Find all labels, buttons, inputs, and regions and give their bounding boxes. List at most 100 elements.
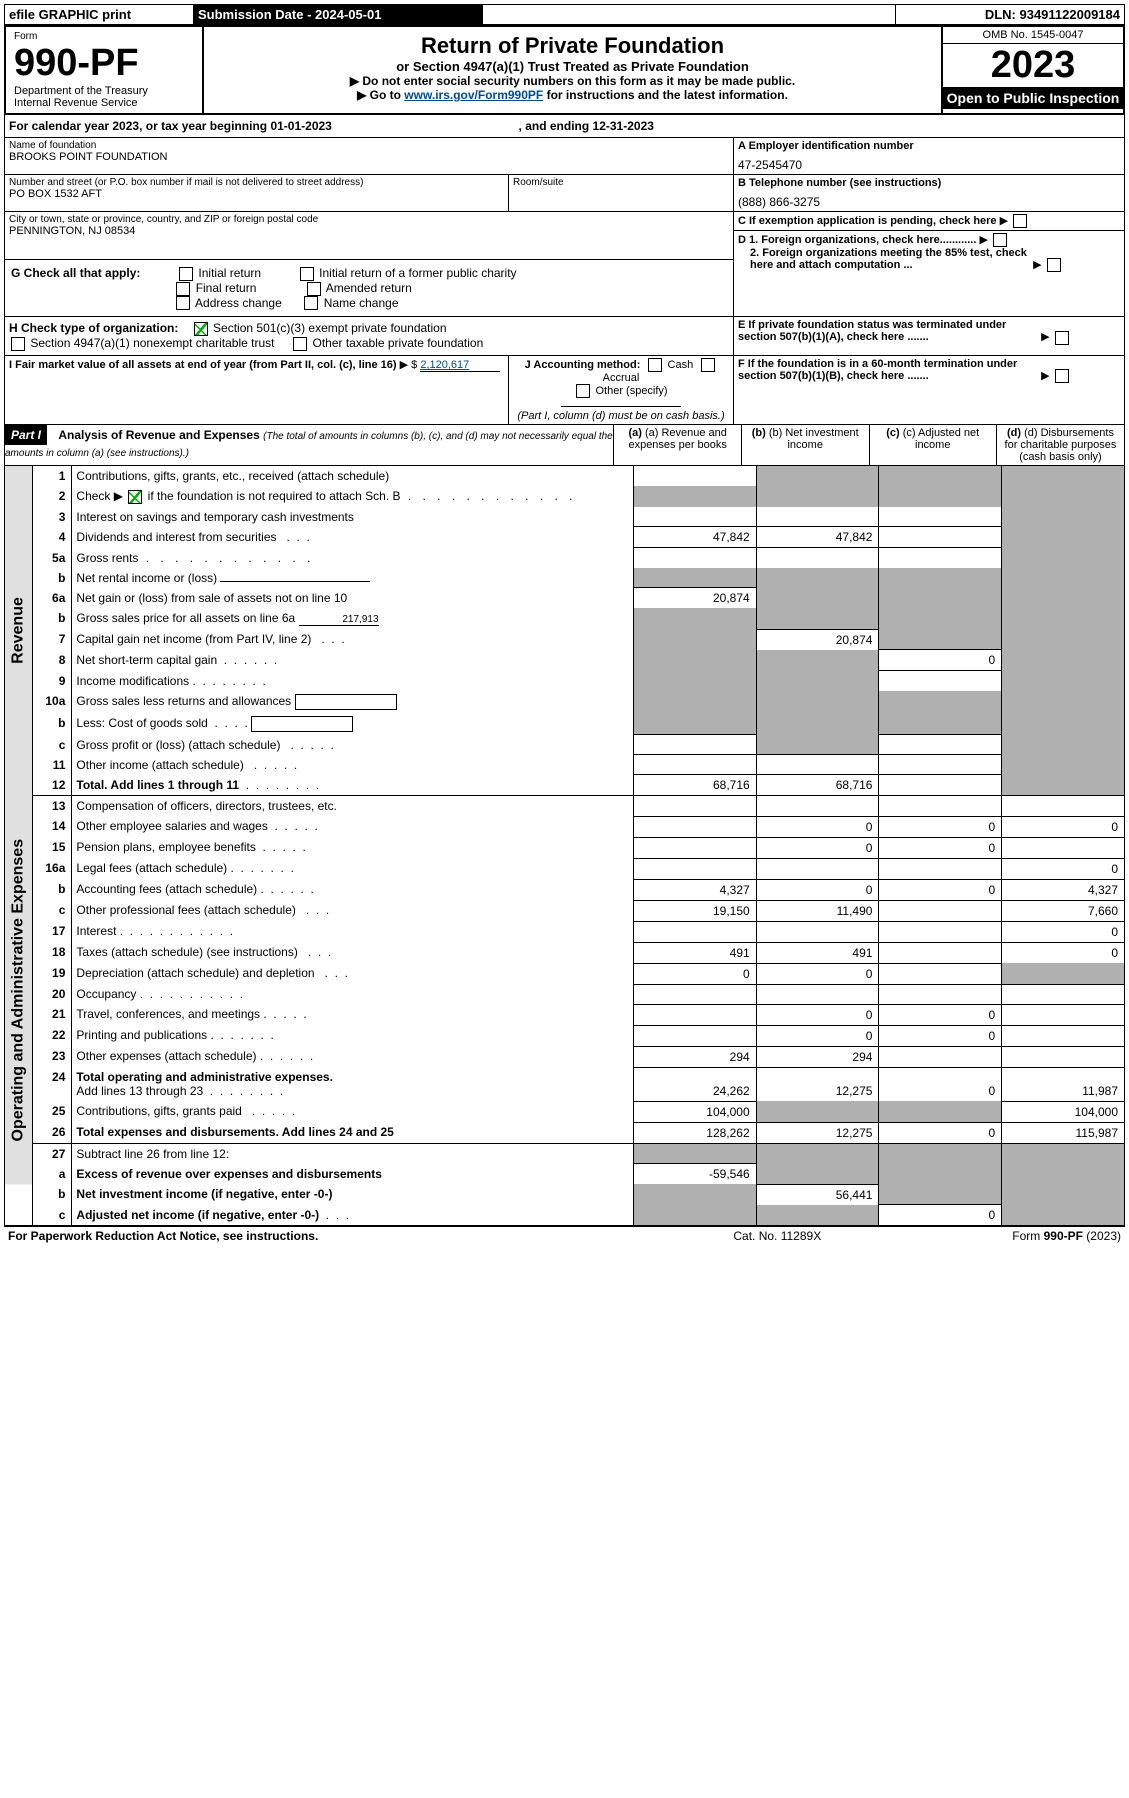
c-checkbox[interactable] — [1013, 214, 1027, 228]
h-501c3-checkbox[interactable] — [194, 322, 208, 336]
g-name-checkbox[interactable] — [304, 296, 318, 310]
line-2: Check if the foundation is not required … — [72, 486, 634, 507]
line-19: Depreciation (attach schedule) and deple… — [72, 963, 634, 984]
line-27b: Net investment income (if negative, ente… — [72, 1184, 634, 1205]
line-14: Other employee salaries and wages . . . … — [72, 816, 634, 837]
d2-checkbox[interactable] — [1047, 258, 1061, 272]
d2-label: 2. Foreign organizations meeting the 85%… — [750, 247, 1030, 271]
g-address-checkbox[interactable] — [176, 296, 190, 310]
j-label: J Accounting method: — [525, 359, 641, 371]
d1-checkbox[interactable] — [993, 233, 1007, 247]
submission-date: Submission Date - 2024-05-01 — [194, 5, 483, 25]
line-10a: Gross sales less returns and allowances — [72, 691, 634, 713]
line-1: Contributions, gifts, grants, etc., rece… — [72, 466, 634, 486]
dln: DLN: 93491122009184 — [896, 5, 1125, 25]
line-16a: Legal fees (attach schedule) . . . . . .… — [72, 858, 634, 879]
form990pf-link[interactable]: www.irs.gov/Form990PF — [404, 88, 543, 102]
line-6a: Net gain or (loss) from sale of assets n… — [72, 588, 634, 609]
line-6b: Gross sales price for all assets on line… — [72, 608, 634, 629]
line-3: Interest on savings and temporary cash i… — [72, 507, 634, 527]
part1-header: Part I Analysis of Revenue and Expenses … — [4, 425, 1125, 466]
e-label: E If private foundation status was termi… — [738, 319, 1038, 343]
j-cash-checkbox[interactable] — [648, 358, 662, 372]
col-b-header: (b) (b) Net investment income — [741, 425, 869, 466]
line-13: Compensation of officers, directors, tru… — [72, 796, 634, 817]
h-other-checkbox[interactable] — [293, 337, 307, 351]
line-5a: Gross rents — [72, 548, 634, 568]
line-8: Net short-term capital gain . . . . . . — [72, 650, 634, 671]
line-20: Occupancy . . . . . . . . . . . — [72, 984, 634, 1004]
line-27: Subtract line 26 from line 12: — [72, 1143, 634, 1164]
top-bar: efile GRAPHIC print Submission Date - 20… — [4, 4, 1125, 25]
h-4947-checkbox[interactable] — [11, 337, 25, 351]
val-6a: 20,874 — [633, 588, 756, 609]
instr-link-row: Go to www.irs.gov/Form990PF for instruct… — [210, 88, 935, 102]
footer-left: For Paperwork Reduction Act Notice, see … — [4, 1227, 676, 1246]
city-label: City or town, state or province, country… — [9, 214, 729, 225]
calendar-year-row: For calendar year 2023, or tax year begi… — [4, 115, 1125, 138]
phone-value: (888) 866-3275 — [738, 189, 1120, 209]
omb-number: OMB No. 1545-0047 — [943, 27, 1123, 44]
address-value: PO BOX 1532 AFT — [9, 188, 504, 200]
g-label: G Check all that apply: — [11, 266, 140, 280]
line-21: Travel, conferences, and meetings . . . … — [72, 1004, 634, 1025]
line-26: Total expenses and disbursements. Add li… — [72, 1122, 634, 1143]
line-16c: Other professional fees (attach schedule… — [72, 900, 634, 921]
ein-label: A Employer identification number — [738, 140, 1120, 152]
line-5b: Net rental income or (loss) — [72, 568, 634, 588]
line-27a: Excess of revenue over expenses and disb… — [72, 1164, 634, 1185]
line-22: Printing and publications . . . . . . . — [72, 1025, 634, 1046]
line-15: Pension plans, employee benefits . . . .… — [72, 837, 634, 858]
h-label: H Check type of organization: — [9, 321, 178, 335]
col-c-header: (c) (c) Adjusted net income — [869, 425, 996, 466]
g-final-checkbox[interactable] — [176, 282, 190, 296]
foundation-name: BROOKS POINT FOUNDATION — [9, 151, 729, 163]
part1-title: Analysis of Revenue and Expenses — [58, 428, 259, 442]
val-12b: 68,716 — [756, 775, 879, 796]
j-accrual-checkbox[interactable] — [701, 358, 715, 372]
form-subtitle: or Section 4947(a)(1) Trust Treated as P… — [210, 59, 935, 74]
address-label: Number and street (or P.O. box number if… — [9, 177, 504, 188]
f-checkbox[interactable] — [1055, 369, 1069, 383]
j-other-checkbox[interactable] — [576, 384, 590, 398]
val-12a: 68,716 — [633, 775, 756, 796]
line-7: Capital gain net income (from Part IV, l… — [72, 629, 634, 650]
page-footer: For Paperwork Reduction Act Notice, see … — [4, 1226, 1125, 1245]
line-4: Dividends and interest from securities .… — [72, 527, 634, 548]
instr-ssn: Do not enter social security numbers on … — [210, 74, 935, 88]
i-label: I Fair market value of all assets at end… — [9, 359, 397, 371]
phone-label: B Telephone number (see instructions) — [738, 177, 1120, 189]
schb-checkbox[interactable] — [128, 490, 142, 504]
tax-year: 2023 — [943, 44, 1123, 87]
revenue-label: Revenue — [5, 466, 33, 796]
ein-value: 47-2545470 — [738, 152, 1120, 172]
line-27c: Adjusted net income (if negative, enter … — [72, 1205, 634, 1226]
c-label: C If exemption application is pending, c… — [738, 215, 997, 227]
line-10c: Gross profit or (loss) (attach schedule)… — [72, 735, 634, 755]
line-23: Other expenses (attach schedule) . . . .… — [72, 1046, 634, 1067]
val-4a: 47,842 — [633, 527, 756, 548]
val-8c: 0 — [879, 650, 1002, 671]
form-title: Return of Private Foundation — [210, 33, 935, 59]
g-amended-checkbox[interactable] — [307, 282, 321, 296]
line-24: Total operating and administrative expen… — [72, 1067, 634, 1101]
line-12: Total. Add lines 1 through 11 . . . . . … — [72, 775, 634, 796]
g-initial-checkbox[interactable] — [179, 267, 193, 281]
e-checkbox[interactable] — [1055, 331, 1069, 345]
f-label: F If the foundation is in a 60-month ter… — [738, 358, 1038, 382]
identification-block: Name of foundation BROOKS POINT FOUNDATI… — [4, 138, 1125, 425]
form-word: Form — [14, 31, 194, 42]
irs: Internal Revenue Service — [14, 97, 194, 109]
line-11: Other income (attach schedule) . . . . . — [72, 755, 634, 775]
form-number: 990-PF — [14, 42, 194, 85]
line-16b: Accounting fees (attach schedule) . . . … — [72, 879, 634, 900]
room-label: Room/suite — [513, 177, 729, 188]
line-9: Income modifications . . . . . . . . — [72, 671, 634, 691]
line-18: Taxes (attach schedule) (see instruction… — [72, 942, 634, 963]
expenses-label: Operating and Administrative Expenses — [5, 796, 33, 1185]
g-initial-former-checkbox[interactable] — [300, 267, 314, 281]
line-10b: Less: Cost of goods sold . . . . — [72, 713, 634, 735]
col-a-header: (a) (a) Revenue and expenses per books — [614, 425, 741, 466]
dept-treasury: Department of the Treasury — [14, 85, 194, 97]
fmv-link[interactable]: 2,120,617 — [420, 359, 500, 372]
